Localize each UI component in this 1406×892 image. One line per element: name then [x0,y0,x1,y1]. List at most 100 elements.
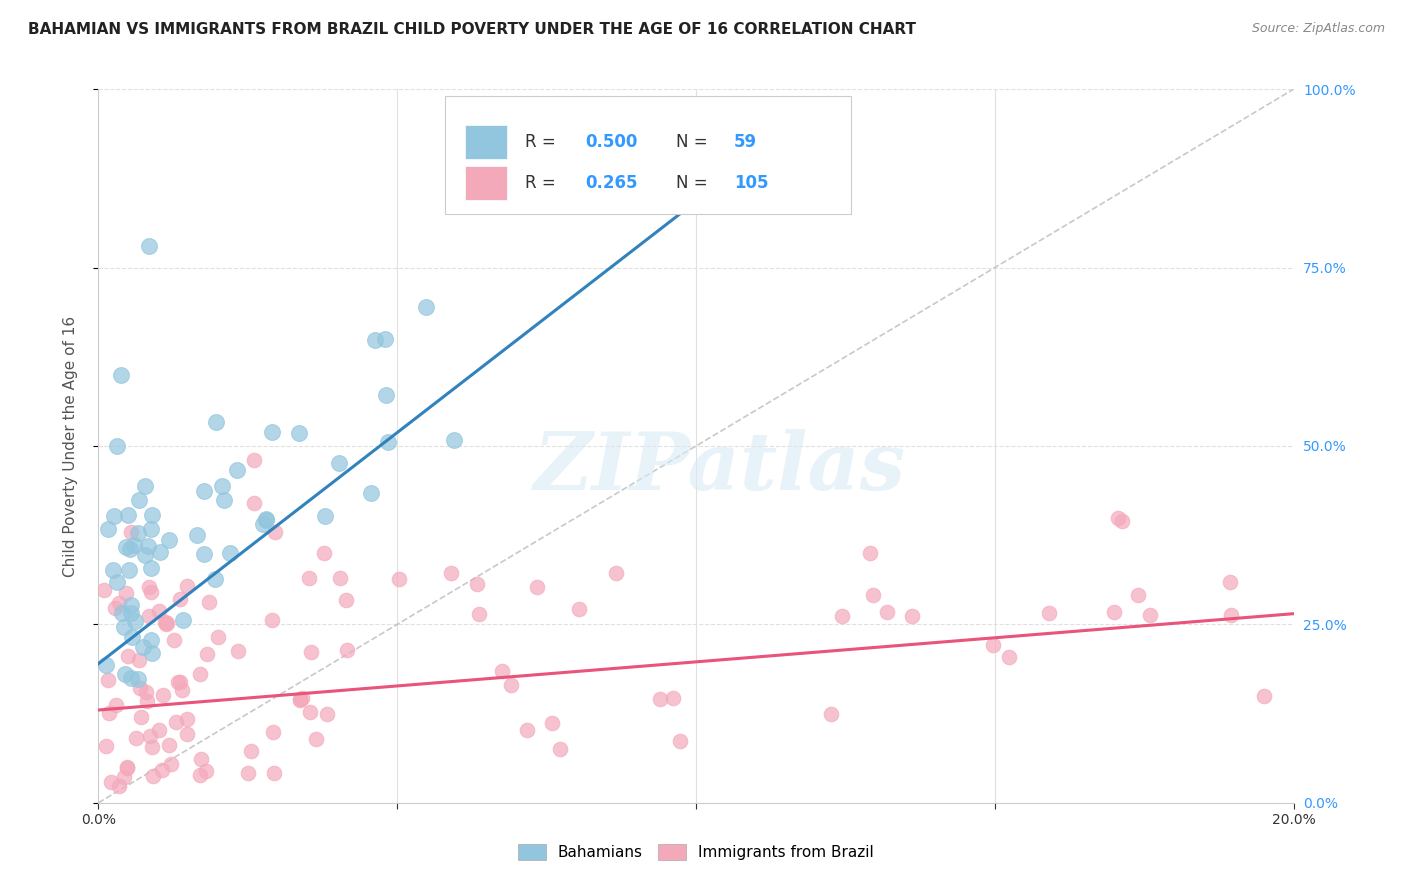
Point [328,456,350,470]
Point [831,609,853,624]
Text: 105: 105 [734,174,769,192]
Point [139,585,162,599]
Point [110,607,132,621]
Point [820,706,842,721]
Point [290,692,312,706]
Point [176,712,198,726]
Point [100,775,122,789]
Legend: Bahamians, Immigrants from Brazil: Bahamians, Immigrants from Brazil [512,838,880,866]
Point [290,693,312,707]
Point [219,546,242,560]
Point [141,646,163,660]
Point [315,707,337,722]
Point [141,508,163,522]
Point [374,388,396,402]
Point [163,632,186,647]
Text: 0.265: 0.265 [585,174,637,192]
Point [127,672,149,686]
Point [167,674,190,689]
Point [1220,608,1243,623]
Point [108,779,131,793]
Text: R =: R = [524,133,561,151]
Point [139,729,162,743]
Text: 0.500: 0.500 [585,133,637,151]
Point [1038,607,1060,621]
Point [152,688,174,702]
Point [242,496,264,510]
Point [467,607,489,622]
Point [212,492,235,507]
Point [138,608,160,623]
Point [669,734,692,748]
FancyBboxPatch shape [465,125,508,159]
Point [262,725,284,739]
Point [190,752,212,766]
Text: 59: 59 [734,133,758,151]
Point [254,513,277,527]
Point [1111,514,1133,528]
Point [118,563,141,577]
Point [876,605,898,619]
Point [97,673,120,687]
Point [94,739,117,754]
Point [305,731,328,746]
Point [103,563,125,577]
Point [138,580,160,594]
Point [142,768,165,782]
Point [141,633,163,648]
Point [1253,689,1275,703]
Point [193,483,215,498]
Point [516,723,538,737]
Point [105,439,128,453]
Point [115,541,138,555]
Point [415,300,437,314]
Point [862,588,884,602]
Point [998,649,1021,664]
Point [114,667,136,681]
Point [1139,607,1161,622]
Point [336,642,359,657]
Point [298,571,321,585]
Point [128,493,150,508]
Point [650,692,672,706]
Point [124,538,146,552]
Point [299,645,322,659]
Point [501,678,523,692]
Point [103,508,125,523]
Point [165,714,187,729]
Point [188,768,211,782]
Point [121,630,143,644]
Point [1219,574,1241,589]
Point [124,731,146,745]
Point [172,613,194,627]
Point [526,581,548,595]
Point [138,539,160,553]
Text: BAHAMIAN VS IMMIGRANTS FROM BRAZIL CHILD POVERTY UNDER THE AGE OF 16 CORRELATION: BAHAMIAN VS IMMIGRANTS FROM BRAZIL CHILD… [28,22,917,37]
Point [93,583,115,598]
Point [115,761,138,775]
Point [226,463,249,477]
Point [104,601,127,615]
Point [1128,588,1150,602]
Text: Source: ZipAtlas.com: Source: ZipAtlas.com [1251,22,1385,36]
Point [149,545,172,559]
Point [197,595,219,609]
Point [135,685,157,699]
Point [243,453,266,467]
Point [228,643,250,657]
Point [260,613,283,627]
Point [312,546,335,560]
Point [236,766,259,780]
Point [120,598,142,612]
Point [491,664,513,678]
Point [388,572,411,586]
Point [97,522,120,536]
Text: ZIPatlas: ZIPatlas [534,429,905,506]
Text: N =: N = [676,133,713,151]
Point [195,647,218,661]
Point [138,239,160,253]
Point [170,682,193,697]
Point [374,332,396,346]
Point [288,426,311,441]
Point [108,596,131,610]
